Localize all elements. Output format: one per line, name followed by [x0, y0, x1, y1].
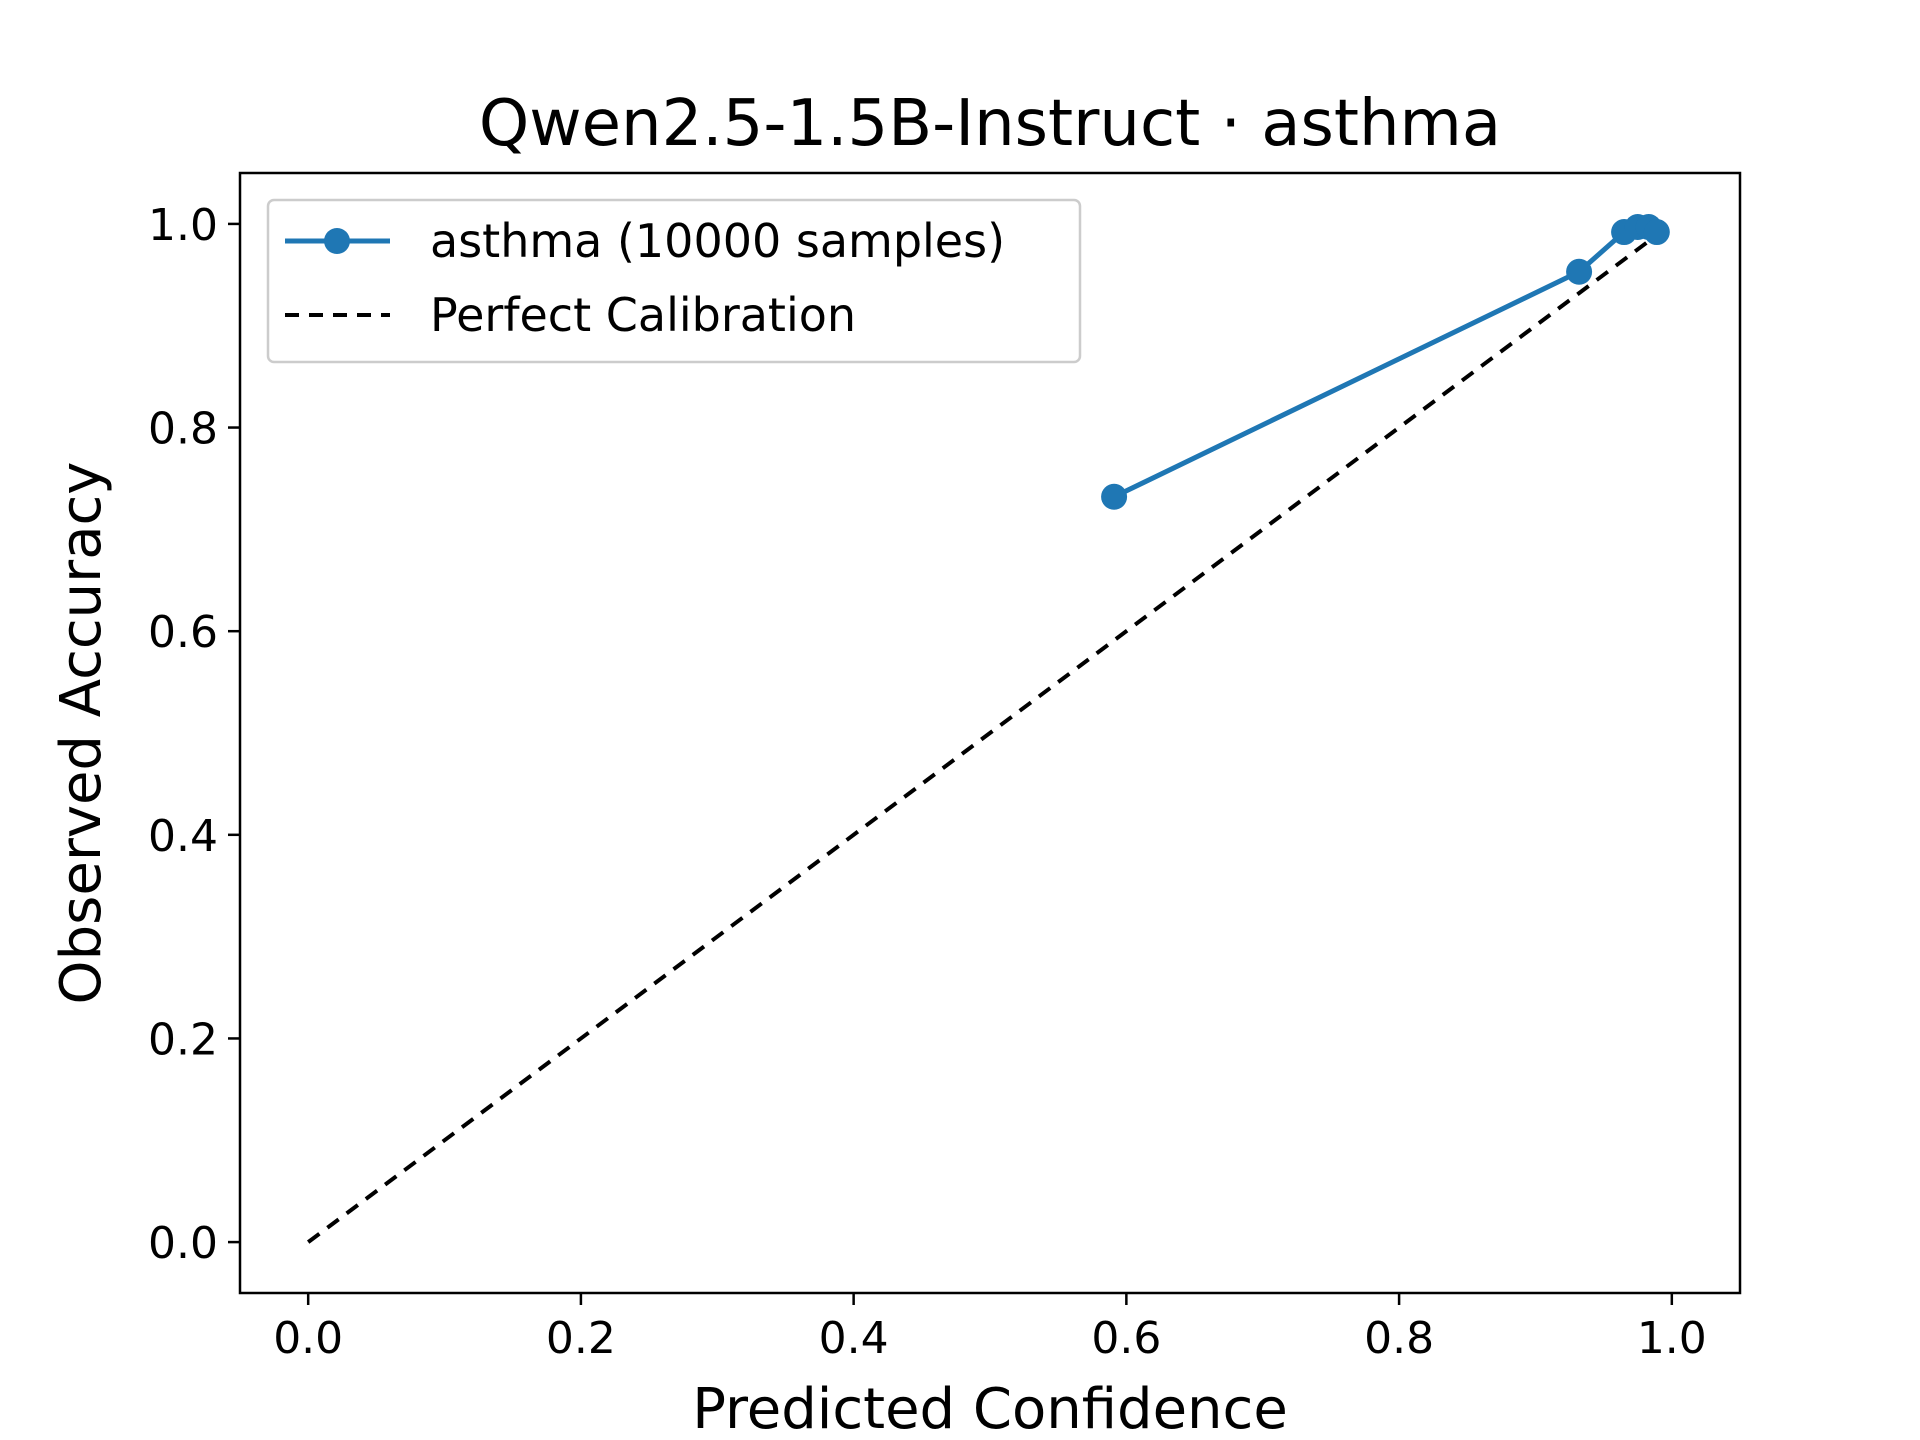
y-axis-ticks: 0.0 0.2 0.4 0.6 0.8 1.0 — [148, 200, 240, 1269]
legend-marker-asthma — [324, 228, 350, 254]
plot-area: 0.0 0.2 0.4 0.6 0.8 1.0 0.0 0.2 0.4 0.6 0.8 1.0 — [148, 171, 1742, 1364]
legend-label-perfect-calibration: Perfect Calibration — [430, 288, 856, 342]
y-tick-label: 0.8 — [148, 404, 218, 455]
x-axis-ticks: 0.0 0.2 0.4 0.6 0.8 1.0 — [273, 1293, 1707, 1364]
data-point-asthma — [1643, 219, 1670, 246]
axes-frame — [238, 171, 1742, 1295]
legend-frame — [266, 198, 1082, 364]
x-tick-label: 0.4 — [819, 1313, 889, 1364]
y-tick-label: 1.0 — [148, 200, 218, 251]
y-axis-label: Observed Accuracy — [49, 462, 114, 1005]
x-tick-label: 0.0 — [273, 1313, 343, 1364]
legend-label-asthma: asthma (10000 samples) — [430, 214, 1005, 268]
y-tick-label: 0.0 — [148, 1218, 218, 1269]
y-tick-label: 0.6 — [148, 607, 218, 658]
x-tick-label: 1.0 — [1637, 1313, 1707, 1364]
chart-title: Qwen2.5-1.5B-Instruct · asthma — [479, 87, 1501, 161]
x-axis-label: Predicted Confidence — [692, 1377, 1288, 1440]
x-tick-label: 0.2 — [546, 1313, 616, 1364]
series-layer — [306, 213, 1674, 1244]
data-point-asthma — [1101, 483, 1128, 510]
series-line-perfect-calibration — [306, 222, 1674, 1244]
y-tick-label: 0.4 — [148, 811, 218, 862]
legend: asthma (10000 samples) Perfect Calibrati… — [266, 198, 1082, 364]
x-tick-label: 0.8 — [1364, 1313, 1434, 1364]
y-tick-label: 0.2 — [148, 1014, 218, 1065]
data-point-asthma — [1566, 258, 1593, 285]
x-tick-label: 0.6 — [1091, 1313, 1161, 1364]
